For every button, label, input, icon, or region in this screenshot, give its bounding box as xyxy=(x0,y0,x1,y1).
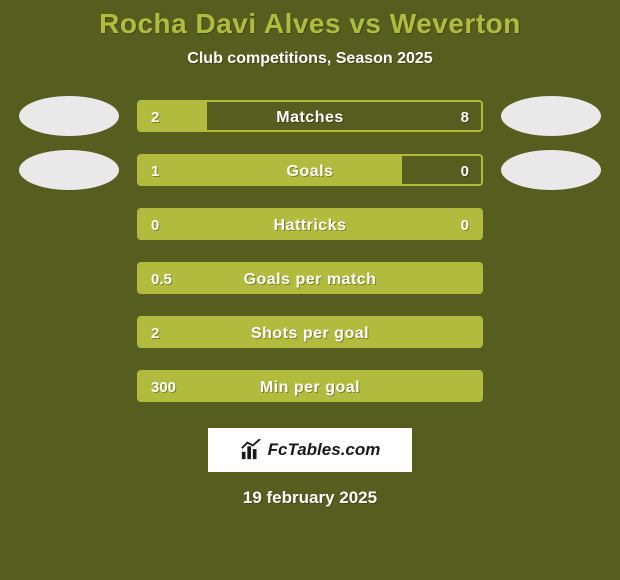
bar-segment-left xyxy=(139,318,481,346)
date-label: 19 february 2025 xyxy=(0,488,620,508)
bar-segment-left xyxy=(139,264,481,292)
stat-bar: 2Shots per goal xyxy=(137,316,483,348)
avatar-spacer xyxy=(19,204,119,244)
avatar-spacer xyxy=(19,258,119,298)
avatar-spacer xyxy=(19,312,119,352)
stat-row: 2Shots per goal xyxy=(0,312,620,352)
bar-segment-left xyxy=(139,156,402,184)
bar-segment-left xyxy=(139,372,481,400)
avatar-spacer xyxy=(501,258,601,298)
stat-rows: 28Matches 10Goals 00Hattricks 0.5Goals per … xyxy=(0,96,620,406)
bar-segment-right xyxy=(402,156,481,184)
stat-row: 28Matches xyxy=(0,96,620,136)
player-avatar-left xyxy=(19,96,119,136)
stat-bar: 0.5Goals per match xyxy=(137,262,483,294)
brand-badge: FcTables.com xyxy=(208,428,412,472)
stat-bar: 10Goals xyxy=(137,154,483,186)
brand-label: FcTables.com xyxy=(268,440,381,460)
stat-row: 300Min per goal xyxy=(0,366,620,406)
stat-bar: 00Hattricks xyxy=(137,208,483,240)
bar-segment-left xyxy=(139,210,481,238)
bar-segment-right xyxy=(207,102,481,130)
page-title: Rocha Davi Alves vs Weverton xyxy=(0,8,620,40)
stat-bar: 28Matches xyxy=(137,100,483,132)
player-avatar-right xyxy=(501,150,601,190)
avatar-spacer xyxy=(501,204,601,244)
bar-segment-left xyxy=(139,102,207,130)
stat-bar: 300Min per goal xyxy=(137,370,483,402)
player-avatar-right xyxy=(501,96,601,136)
player-avatar-left xyxy=(19,150,119,190)
barchart-icon xyxy=(240,439,262,461)
stat-row: 10Goals xyxy=(0,150,620,190)
stat-row: 00Hattricks xyxy=(0,204,620,244)
stat-row: 0.5Goals per match xyxy=(0,258,620,298)
page-subtitle: Club competitions, Season 2025 xyxy=(0,50,620,68)
avatar-spacer xyxy=(501,366,601,406)
avatar-spacer xyxy=(19,366,119,406)
comparison-infographic: Rocha Davi Alves vs Weverton Club compet… xyxy=(0,0,620,580)
avatar-spacer xyxy=(501,312,601,352)
